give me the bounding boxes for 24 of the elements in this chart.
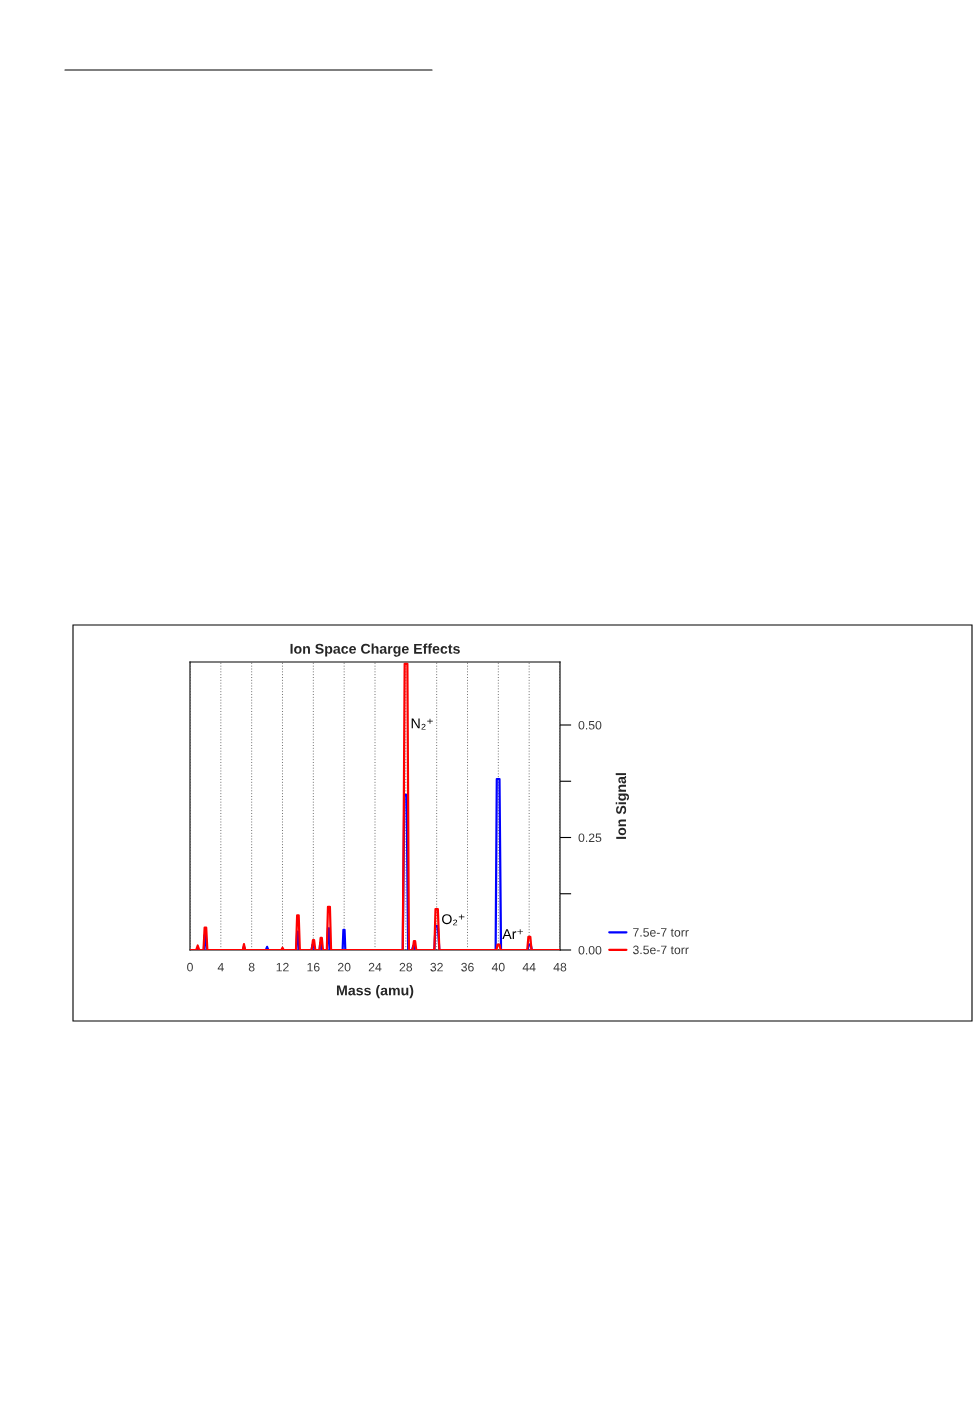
legend-label: 3.5e-7 torr [632,945,689,955]
y-tick-label: 0.25 [578,833,602,843]
x-tick-label: 8 [248,962,255,972]
x-tick-label: 16 [307,962,320,972]
annotation: Ar⁺ [502,929,523,939]
x-tick-label: 36 [461,962,474,972]
x-tick-label: 48 [553,962,567,972]
x-tick-label: 20 [337,962,351,972]
x-tick-label: 4 [217,962,224,972]
y-tick-label: 0.50 [578,720,602,730]
y-axis-title: Ion Signal [615,773,629,839]
x-axis-title: Mass (amu) [336,985,414,999]
x-tick-label: 28 [399,962,413,972]
x-tick-label: 40 [491,962,505,972]
annotation: N₂⁺ [411,718,433,730]
x-tick-label: 12 [276,962,289,972]
y-tick-label: 0.00 [578,945,602,955]
x-tick-label: 44 [522,962,536,972]
x-tick-label: 32 [430,962,443,972]
chart-title: Ion Space Charge Effects [290,643,460,657]
x-tick-label: 24 [368,962,382,972]
x-tick-label: 0 [187,962,193,972]
legend-label: 7.5e-7 torr [633,928,689,937]
annotation: O₂⁺ [442,914,465,926]
